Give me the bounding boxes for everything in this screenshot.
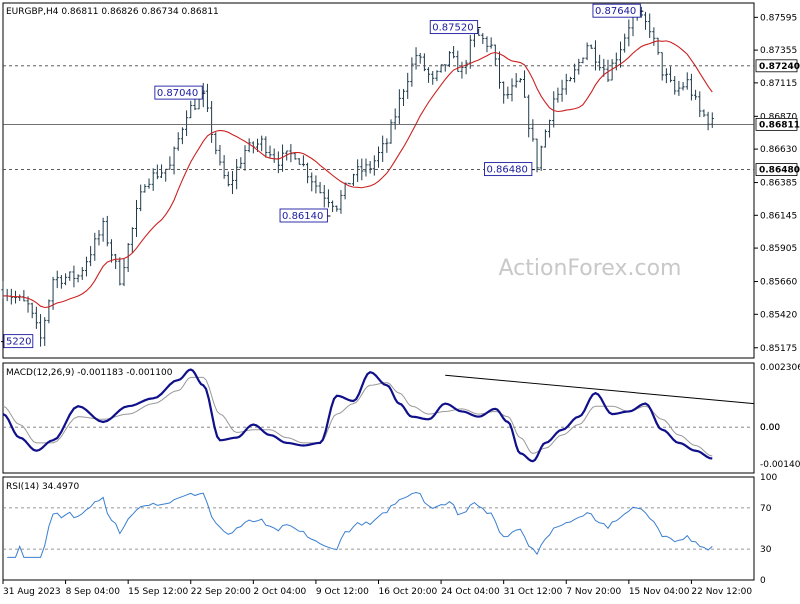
x-tick-label: 9 Oct 12:00 [316,587,369,597]
price-ytick-label: 0.87115 [760,79,797,89]
annotation-label: 5220 [6,337,31,348]
price-ytick-label: 0.85420 [760,310,797,320]
price-ytick-label: 0.85905 [760,244,797,254]
annotation-label: 0.87640 [595,6,636,17]
macd-header: MACD(12,26,9) -0.001183 -0.001100 [6,368,173,378]
x-tick-label: 24 Oct 04:00 [441,587,500,597]
x-tick-label: 2 Oct 04:00 [253,587,306,597]
price-ytick-label: 0.87595 [760,13,797,23]
annotation-box [592,3,641,18]
x-tick-label: 8 Sep 04:00 [66,587,121,597]
x-tick-label: 16 Oct 20:00 [379,587,438,597]
macd-trendline [445,374,755,405]
macd-line [2,368,713,463]
annotation-box [429,20,479,35]
annotation-label: 0.86480 [486,165,527,176]
price-ytick-label: 0.85175 [760,344,797,354]
price-ytick-label: 0.85660 [760,278,797,288]
price-panel [2,2,755,359]
rsi-panel [2,476,755,581]
level-price-label: 0.86811 [759,120,800,130]
x-tick-label: 15 Sep 12:00 [128,587,188,597]
watermark: ActionForex.com [499,256,682,281]
price-ytick-label: 0.86385 [760,179,797,189]
level-price-box [755,59,798,73]
candles-group [1,3,714,347]
macd-ytick-label: 0.002306 [760,363,800,373]
x-tick-label: 31 Oct 12:00 [504,587,563,597]
annotation-box [484,162,533,177]
price-header: EURGBP,H4 0.86811 0.86826 0.86734 0.8681… [6,7,219,17]
macd-panel [2,362,755,474]
macd-ytick-label: 0.00 [760,423,780,433]
annotation-label: 0.87520 [432,23,473,34]
macd-ytick-label: -0.001402 [760,460,800,470]
rsi-ytick-label: 30 [760,545,772,555]
macd-signal-line [2,376,713,457]
price-ytick-label: 0.86145 [760,211,797,221]
macd-ytick-label: 0.00 [760,423,780,433]
annotation-label: 0.87040 [157,88,198,99]
rsi-ytick-label: 100 [760,473,777,483]
level-price-box [755,163,798,176]
price-ytick-label: 0.86630 [760,145,797,155]
x-tick-label: 22 Sep 20:00 [191,587,251,597]
annotation-label: 0.86140 [282,211,323,222]
level-price-box [755,117,798,131]
rsi-header: RSI(14) 34.4970 [6,482,79,492]
x-tick-label: 22 Nov 12:00 [691,587,752,597]
annotation-box [154,85,203,100]
level-price-label: 0.86480 [759,166,800,176]
rsi-ytick-label: 0 [760,576,766,586]
x-tick-label: 7 Nov 20:00 [566,587,621,597]
price-ytick-label: 0.86870 [760,112,797,122]
rsi-line [7,491,713,558]
level-price-label: 0.87240 [759,62,800,72]
annotation-box [3,334,34,349]
price-ytick-label: 0.87355 [760,46,797,56]
x-tick-label: 31 Aug 2023 [3,587,61,597]
moving-average-line [2,40,713,309]
rsi-ytick-label: 70 [760,504,772,514]
x-tick-label: 15 Nov 04:00 [629,587,690,597]
annotation-box [279,208,328,223]
